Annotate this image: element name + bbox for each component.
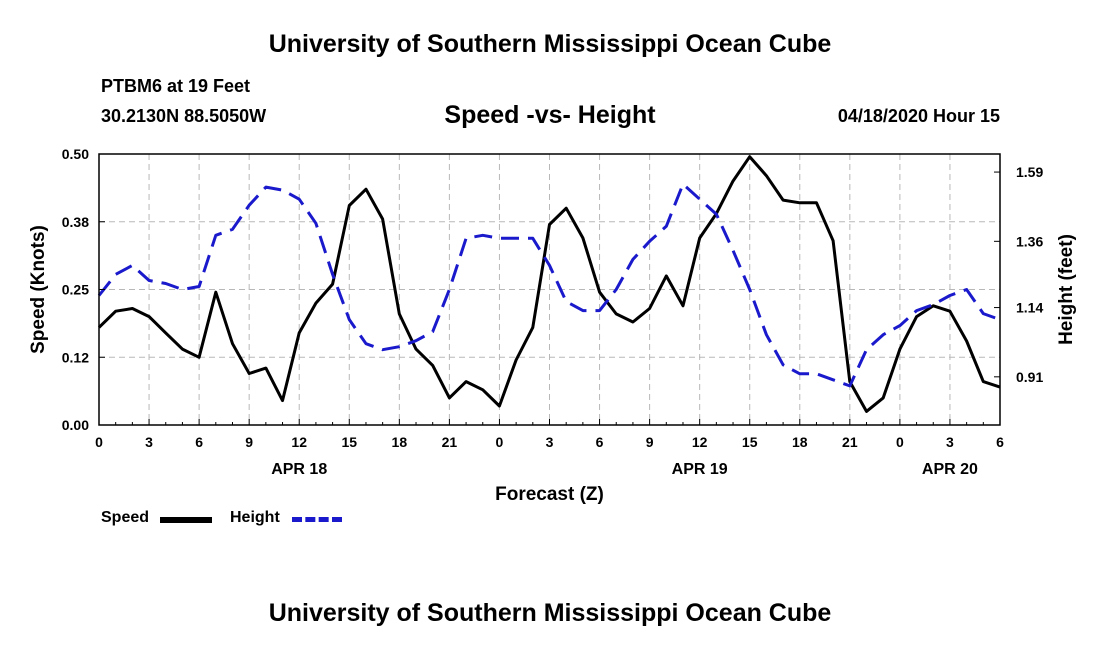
x-tick-label: 15 — [341, 434, 357, 450]
y-tick-label: 0.50 — [62, 146, 89, 162]
legend-speed-label: Speed — [101, 509, 150, 526]
y-tick-label: 0.12 — [62, 349, 89, 365]
page-title: University of Southern Mississippi Ocean… — [268, 30, 832, 58]
y2-tick-label: 1.59 — [1016, 164, 1043, 180]
x-tick-label: 21 — [842, 434, 858, 450]
x-tick-label: 18 — [792, 434, 808, 450]
series-layer — [97, 155, 1001, 413]
date-label: APR 19 — [672, 461, 728, 478]
x-axis-title: Forecast (Z) — [495, 484, 604, 505]
x-tick-label: 0 — [896, 434, 904, 450]
x-tick-label: 15 — [742, 434, 758, 450]
y2-tick-label: 1.14 — [1016, 300, 1043, 316]
grid-layer — [99, 154, 1000, 425]
axis-layer — [98, 153, 1001, 426]
y2-tick-label: 1.36 — [1016, 233, 1043, 249]
date-label: APR 18 — [271, 461, 327, 478]
x-tick-label: 3 — [946, 434, 954, 450]
x-tick-label: 21 — [442, 434, 458, 450]
chart-title: Speed -vs- Height — [444, 101, 656, 129]
plot-frame — [98, 153, 1001, 426]
speed-series-line — [97, 155, 1001, 413]
y2-axis-title: Height (feet) — [1056, 234, 1077, 345]
x-tick-label: 6 — [596, 434, 604, 450]
station-coords: 30.2130N 88.5050W — [101, 106, 267, 126]
x-tick-label: 0 — [95, 434, 103, 450]
height-series-line — [97, 182, 1001, 388]
y2-tick-label: 0.91 — [1016, 369, 1043, 385]
x-tick-label: 6 — [195, 434, 203, 450]
forecast-timestamp: 04/18/2020 Hour 15 — [837, 106, 1000, 126]
x-tick-label: 0 — [496, 434, 504, 450]
footer-title: University of Southern Mississippi Ocean… — [268, 599, 832, 627]
x-tick-label: 18 — [392, 434, 408, 450]
legend-height-swatch — [292, 517, 342, 522]
y-tick-label: 0.38 — [62, 214, 89, 230]
x-tick-label: 12 — [692, 434, 708, 450]
legend-height-label: Height — [230, 509, 280, 526]
y-tick-label: 0.00 — [62, 417, 89, 433]
label-layer: 0 3 6 9 12 15 18 21 0 3 6 9 12 15 18 21 0 3 6 0.00 0.12 0.25 0… — [28, 146, 1077, 505]
x-tick-label: 6 — [996, 434, 1004, 450]
date-label: APR 20 — [922, 461, 978, 478]
station-name: PTBM6 at 19 Feet — [101, 76, 251, 96]
x-tick-label: 9 — [646, 434, 654, 450]
x-tick-label: 9 — [245, 434, 253, 450]
y-tick-label: 0.25 — [62, 282, 89, 298]
x-tick-label: 3 — [546, 434, 554, 450]
x-tick-label: 3 — [145, 434, 153, 450]
legend-speed-swatch — [160, 517, 212, 523]
x-tick-label: 12 — [291, 434, 307, 450]
y-axis-title: Speed (Knots) — [28, 225, 49, 354]
